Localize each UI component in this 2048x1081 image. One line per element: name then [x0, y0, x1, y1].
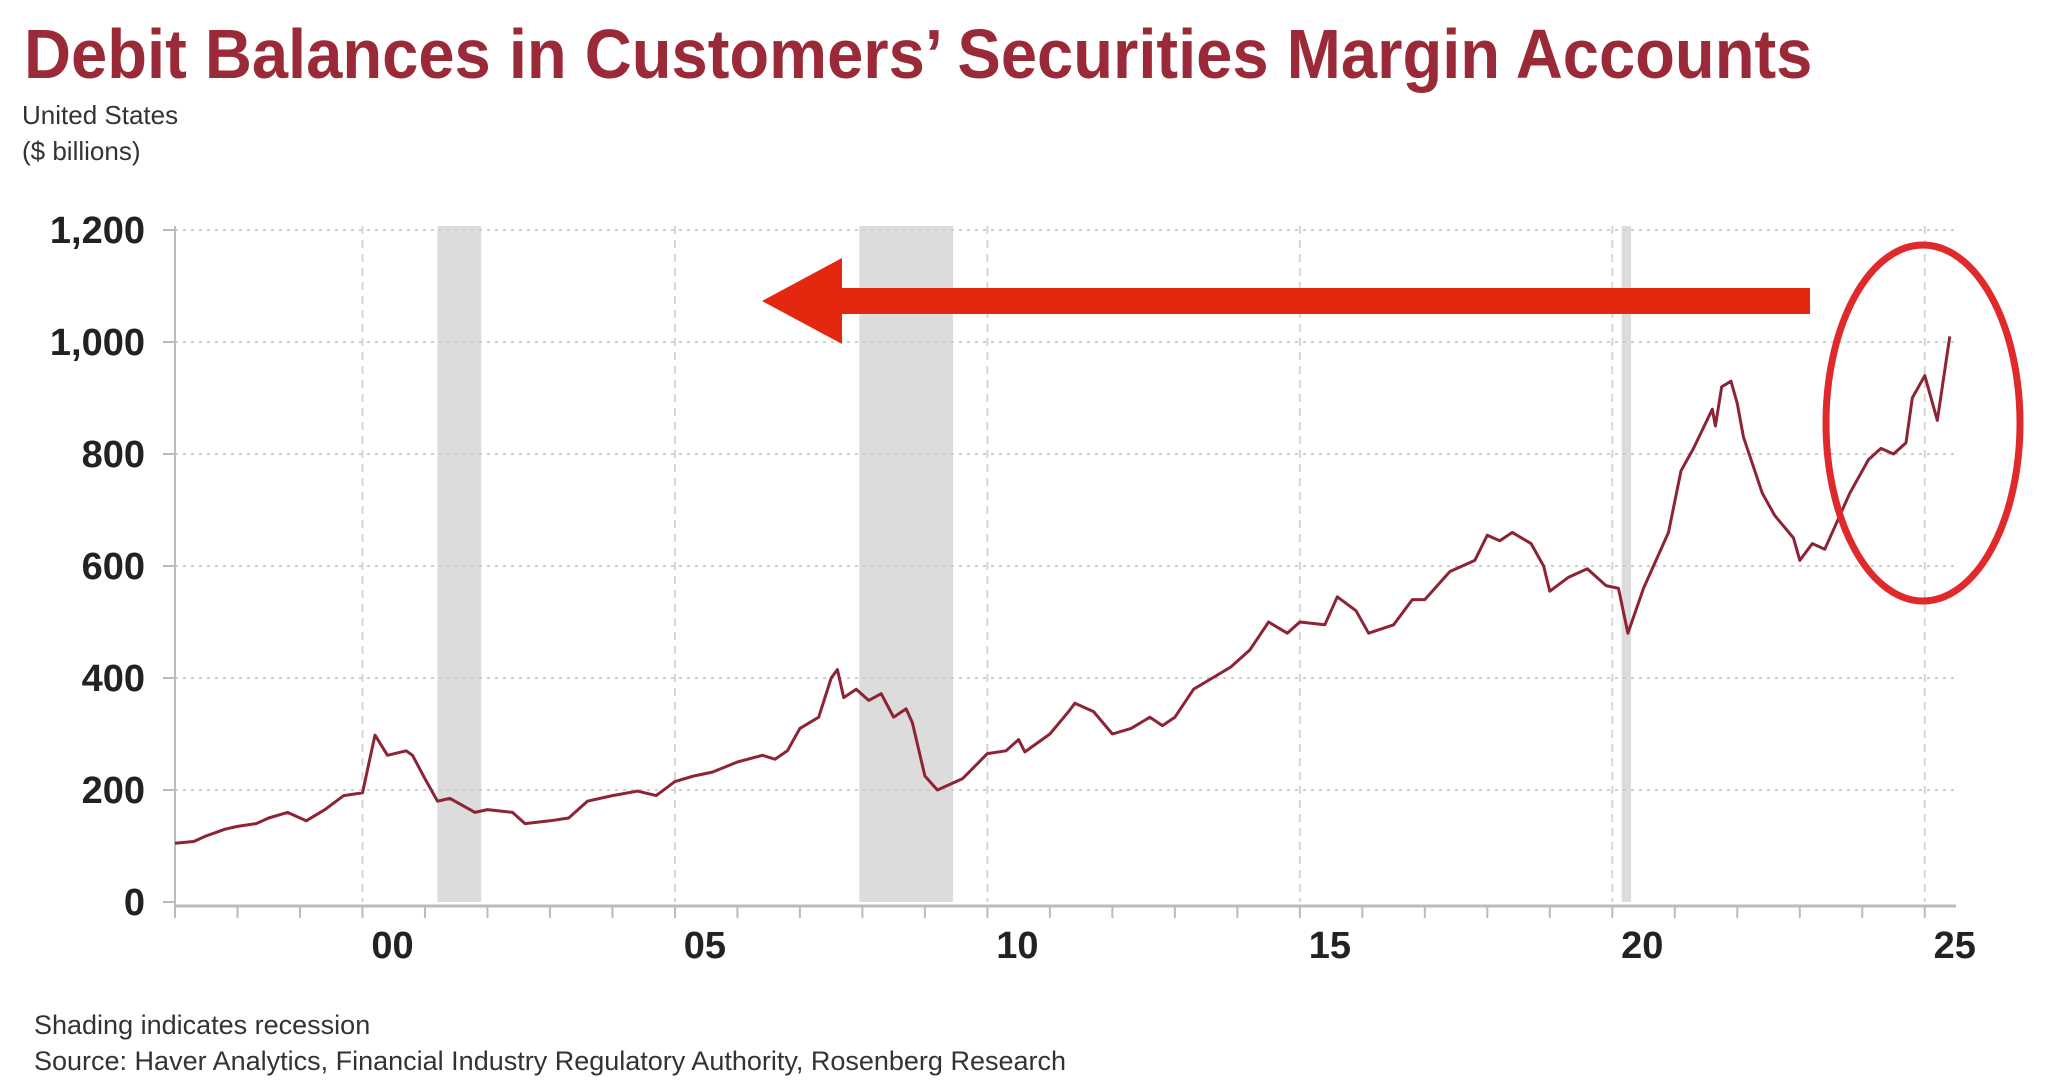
- source-note: Source: Haver Analytics, Financial Indus…: [34, 1046, 1066, 1076]
- recession-note: Shading indicates recession: [34, 1010, 371, 1040]
- axes: [174, 226, 1956, 918]
- x-tick-label: 25: [1934, 925, 1976, 967]
- x-tick-label: 15: [1309, 925, 1351, 967]
- gridlines: [175, 226, 1956, 902]
- x-axis-ticks: 00 05 10 15 20 25: [371, 925, 1976, 967]
- x-tick-label: 10: [996, 925, 1038, 967]
- red-arrow-left-icon: [762, 258, 1810, 344]
- subtitle-region: United States: [22, 100, 179, 130]
- y-tick-label: 0: [124, 882, 145, 924]
- y-tick-label: 1,200: [50, 210, 145, 252]
- recession-band: [859, 226, 954, 902]
- y-tick-label: 1,000: [50, 322, 145, 364]
- red-circle-highlight-icon: [1822, 241, 2024, 605]
- recession-band: [1621, 226, 1632, 902]
- series-line: [174, 336, 1952, 845]
- y-tick-label: 200: [82, 770, 145, 812]
- y-tick-label: 400: [82, 658, 145, 700]
- subtitle-units: ($ billions): [22, 136, 141, 166]
- recession-shading: [437, 226, 1632, 902]
- x-tick-label: 00: [371, 925, 413, 967]
- chart-title: Debit Balances in Customers’ Securities …: [24, 15, 1813, 93]
- y-tick-label: 800: [82, 434, 145, 476]
- y-tick-label: 600: [82, 546, 145, 588]
- y-axis-ticks: 0 200 400 600 800 1,000 1,200: [50, 210, 175, 924]
- x-tick-label: 05: [684, 925, 726, 967]
- x-tick-label: 20: [1621, 925, 1663, 967]
